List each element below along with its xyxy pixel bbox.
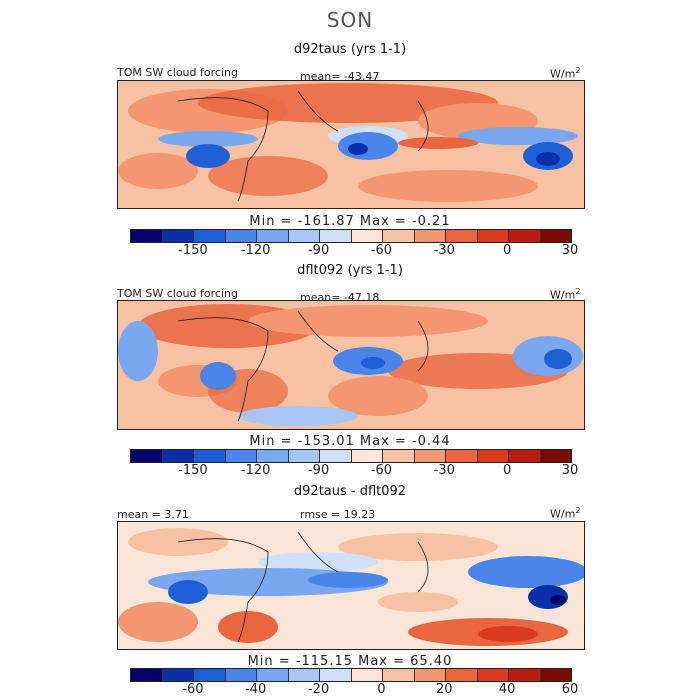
colorbar-swatch (162, 230, 194, 242)
panel-2-colorbar (130, 449, 572, 463)
colorbar-swatch (477, 669, 509, 681)
colorbar-tick: -30 (433, 463, 455, 478)
colorbar-swatch (383, 230, 415, 242)
colorbar-swatch (194, 450, 226, 462)
colorbar-tick: -20 (307, 682, 330, 697)
colorbar-swatch (383, 450, 415, 462)
colorbar-swatch (288, 230, 320, 242)
panel-3-minmax: Min = -115.15 Max = 65.40 (247, 654, 453, 669)
colorbar-swatch (131, 669, 163, 681)
colorbar-swatch (414, 450, 446, 462)
colorbar-swatch (257, 230, 289, 242)
colorbar-tick: 30 (561, 243, 579, 258)
colorbar-swatch (225, 230, 257, 242)
colorbar-swatch (162, 450, 194, 462)
colorbar-swatch (131, 230, 163, 242)
colorbar-tick: 0 (377, 682, 386, 697)
colorbar-swatch (131, 450, 163, 462)
colorbar-swatch (162, 669, 194, 681)
panel-3-colorbar (130, 668, 572, 682)
colorbar-swatch (257, 450, 289, 462)
colorbar-swatch (540, 450, 571, 462)
colorbar-tick: 0 (502, 243, 512, 258)
panel-3-rmse-label: rmse = 19.23 (300, 508, 376, 521)
panel-2-field-label: TOM SW cloud forcing (117, 287, 238, 300)
colorbar-swatch (194, 230, 226, 242)
colorbar-tick: -90 (307, 463, 330, 478)
colorbar-tick: -120 (240, 463, 271, 478)
panel-1-colorbar (130, 229, 572, 243)
panel-2-units-label: W/m2 (550, 287, 581, 302)
panel-1-mean-label: mean= -43.47 (300, 70, 380, 83)
colorbar-swatch (351, 669, 383, 681)
colorbar-tick: -60 (370, 243, 393, 258)
colorbar-tick: 40 (498, 682, 516, 697)
colorbar-swatch (509, 230, 541, 242)
colorbar-tick: -90 (307, 243, 330, 258)
panel-1-minmax: Min = -161.87 Max = -0.21 (249, 214, 451, 229)
colorbar-tick: -120 (240, 243, 271, 258)
colorbar-tick: -40 (245, 682, 267, 697)
panel-2-minmax: Min = -153.01 Max = -0.44 (249, 434, 451, 449)
colorbar-swatch (351, 450, 383, 462)
figure-title: SON (326, 8, 374, 32)
colorbar-tick: -30 (433, 243, 455, 258)
colorbar-swatch (225, 669, 257, 681)
colorbar-swatch (414, 669, 446, 681)
panel-2-map-field (118, 301, 584, 429)
panel-2-colorbar-ticks: -150 -120 -90 -60 -30 0 30 (130, 463, 578, 479)
panel-3-map (117, 521, 585, 650)
panel-1-map-field (118, 81, 584, 208)
colorbar-swatch (414, 230, 446, 242)
colorbar-swatch (446, 669, 478, 681)
panel-1-units-label: W/m2 (550, 66, 581, 81)
colorbar-swatch (320, 669, 352, 681)
colorbar-swatch (257, 669, 289, 681)
colorbar-tick: 30 (561, 463, 579, 478)
colorbar-tick: -60 (182, 682, 204, 697)
panel-3-map-field (118, 522, 584, 649)
colorbar-swatch (446, 450, 478, 462)
colorbar-swatch (225, 450, 257, 462)
panel-3-mean-label: mean = 3.71 (117, 508, 189, 521)
colorbar-swatch (194, 669, 226, 681)
colorbar-swatch (540, 669, 571, 681)
colorbar-tick: -60 (370, 463, 393, 478)
panel-3-units-label: W/m2 (550, 506, 581, 521)
colorbar-swatch (477, 230, 509, 242)
colorbar-swatch (320, 230, 352, 242)
colorbar-swatch (320, 450, 352, 462)
panel-1-title: d92taus (yrs 1-1) (293, 42, 407, 57)
colorbar-swatch (509, 450, 541, 462)
colorbar-tick: 0 (502, 463, 512, 478)
colorbar-tick: 20 (436, 682, 453, 697)
colorbar-tick: -150 (178, 243, 208, 258)
panel-2-map (117, 300, 585, 430)
colorbar-swatch (383, 669, 415, 681)
panel-3-title: d92taus - dflt092 (293, 484, 407, 499)
panel-1-map (117, 80, 585, 209)
panel-3-colorbar-ticks: -60 -40 -20 0 20 40 60 (130, 682, 578, 698)
colorbar-swatch (351, 230, 383, 242)
colorbar-swatch (477, 450, 509, 462)
colorbar-swatch (540, 230, 571, 242)
colorbar-swatch (446, 230, 478, 242)
colorbar-swatch (509, 669, 541, 681)
panel-1-field-label: TOM SW cloud forcing (117, 66, 238, 79)
colorbar-tick: 60 (561, 682, 579, 697)
colorbar-swatch (288, 450, 320, 462)
colorbar-tick: -150 (178, 463, 208, 478)
colorbar-swatch (288, 669, 320, 681)
panel-1-colorbar-ticks: -150 -120 -90 -60 -30 0 30 (130, 243, 578, 259)
panel-2-title: dflt092 (yrs 1-1) (297, 263, 403, 278)
